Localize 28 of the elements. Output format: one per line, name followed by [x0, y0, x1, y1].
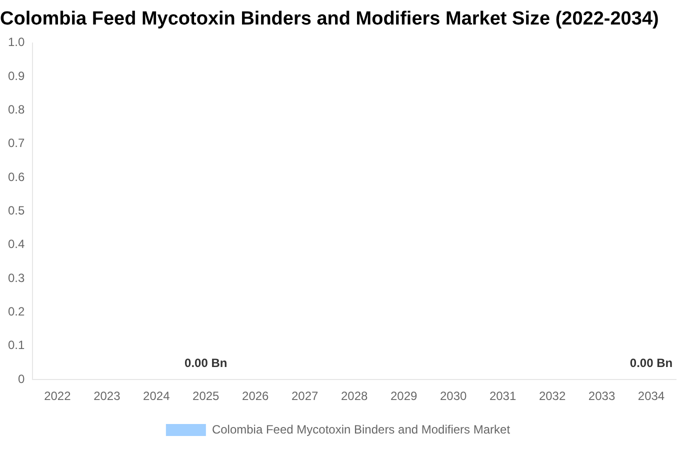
x-tick-label: 2023: [94, 389, 121, 404]
data-label: 0.00 Bn: [184, 356, 228, 370]
x-tick-label: 2028: [340, 389, 368, 404]
y-tick-label: 0.1: [8, 338, 25, 352]
y-tick-label: 0.4: [8, 237, 25, 252]
y-tick-label: 0.8: [8, 102, 25, 116]
y-tick-label: 0.3: [8, 270, 25, 285]
y-tick-label: 0: [18, 372, 25, 386]
x-tick-label: 2034: [638, 389, 665, 404]
x-tick-label: 2031: [489, 389, 516, 404]
x-tick-label: 2030: [440, 389, 467, 404]
x-tick-label: 2022: [44, 389, 72, 404]
x-tick-label: 2025: [192, 389, 220, 404]
data-label: 0.00 Bn: [630, 356, 673, 370]
y-tick-label: 0.5: [8, 204, 25, 218]
x-tick-label: 2033: [588, 389, 616, 404]
y-tick-label: 0.9: [8, 68, 25, 83]
y-tick-label: 1.0: [8, 35, 25, 50]
x-tick-label: 2032: [538, 389, 566, 404]
x-tick-label: 2029: [390, 389, 418, 404]
x-tick-label: 2026: [242, 389, 270, 404]
y-tick-label: 0.2: [8, 304, 25, 319]
y-tick-label: 0.7: [8, 136, 25, 150]
chart-title: Colombia Feed Mycotoxin Binders and Modifiers Market Size (2022-2034): [0, 8, 659, 30]
x-tick-label: 2027: [292, 389, 319, 404]
x-tick-label: 2024: [143, 389, 170, 404]
y-tick-label: 0.6: [8, 170, 25, 184]
legend-label: Colombia Feed Mycotoxin Binders and Modifiers Market: [212, 422, 511, 436]
